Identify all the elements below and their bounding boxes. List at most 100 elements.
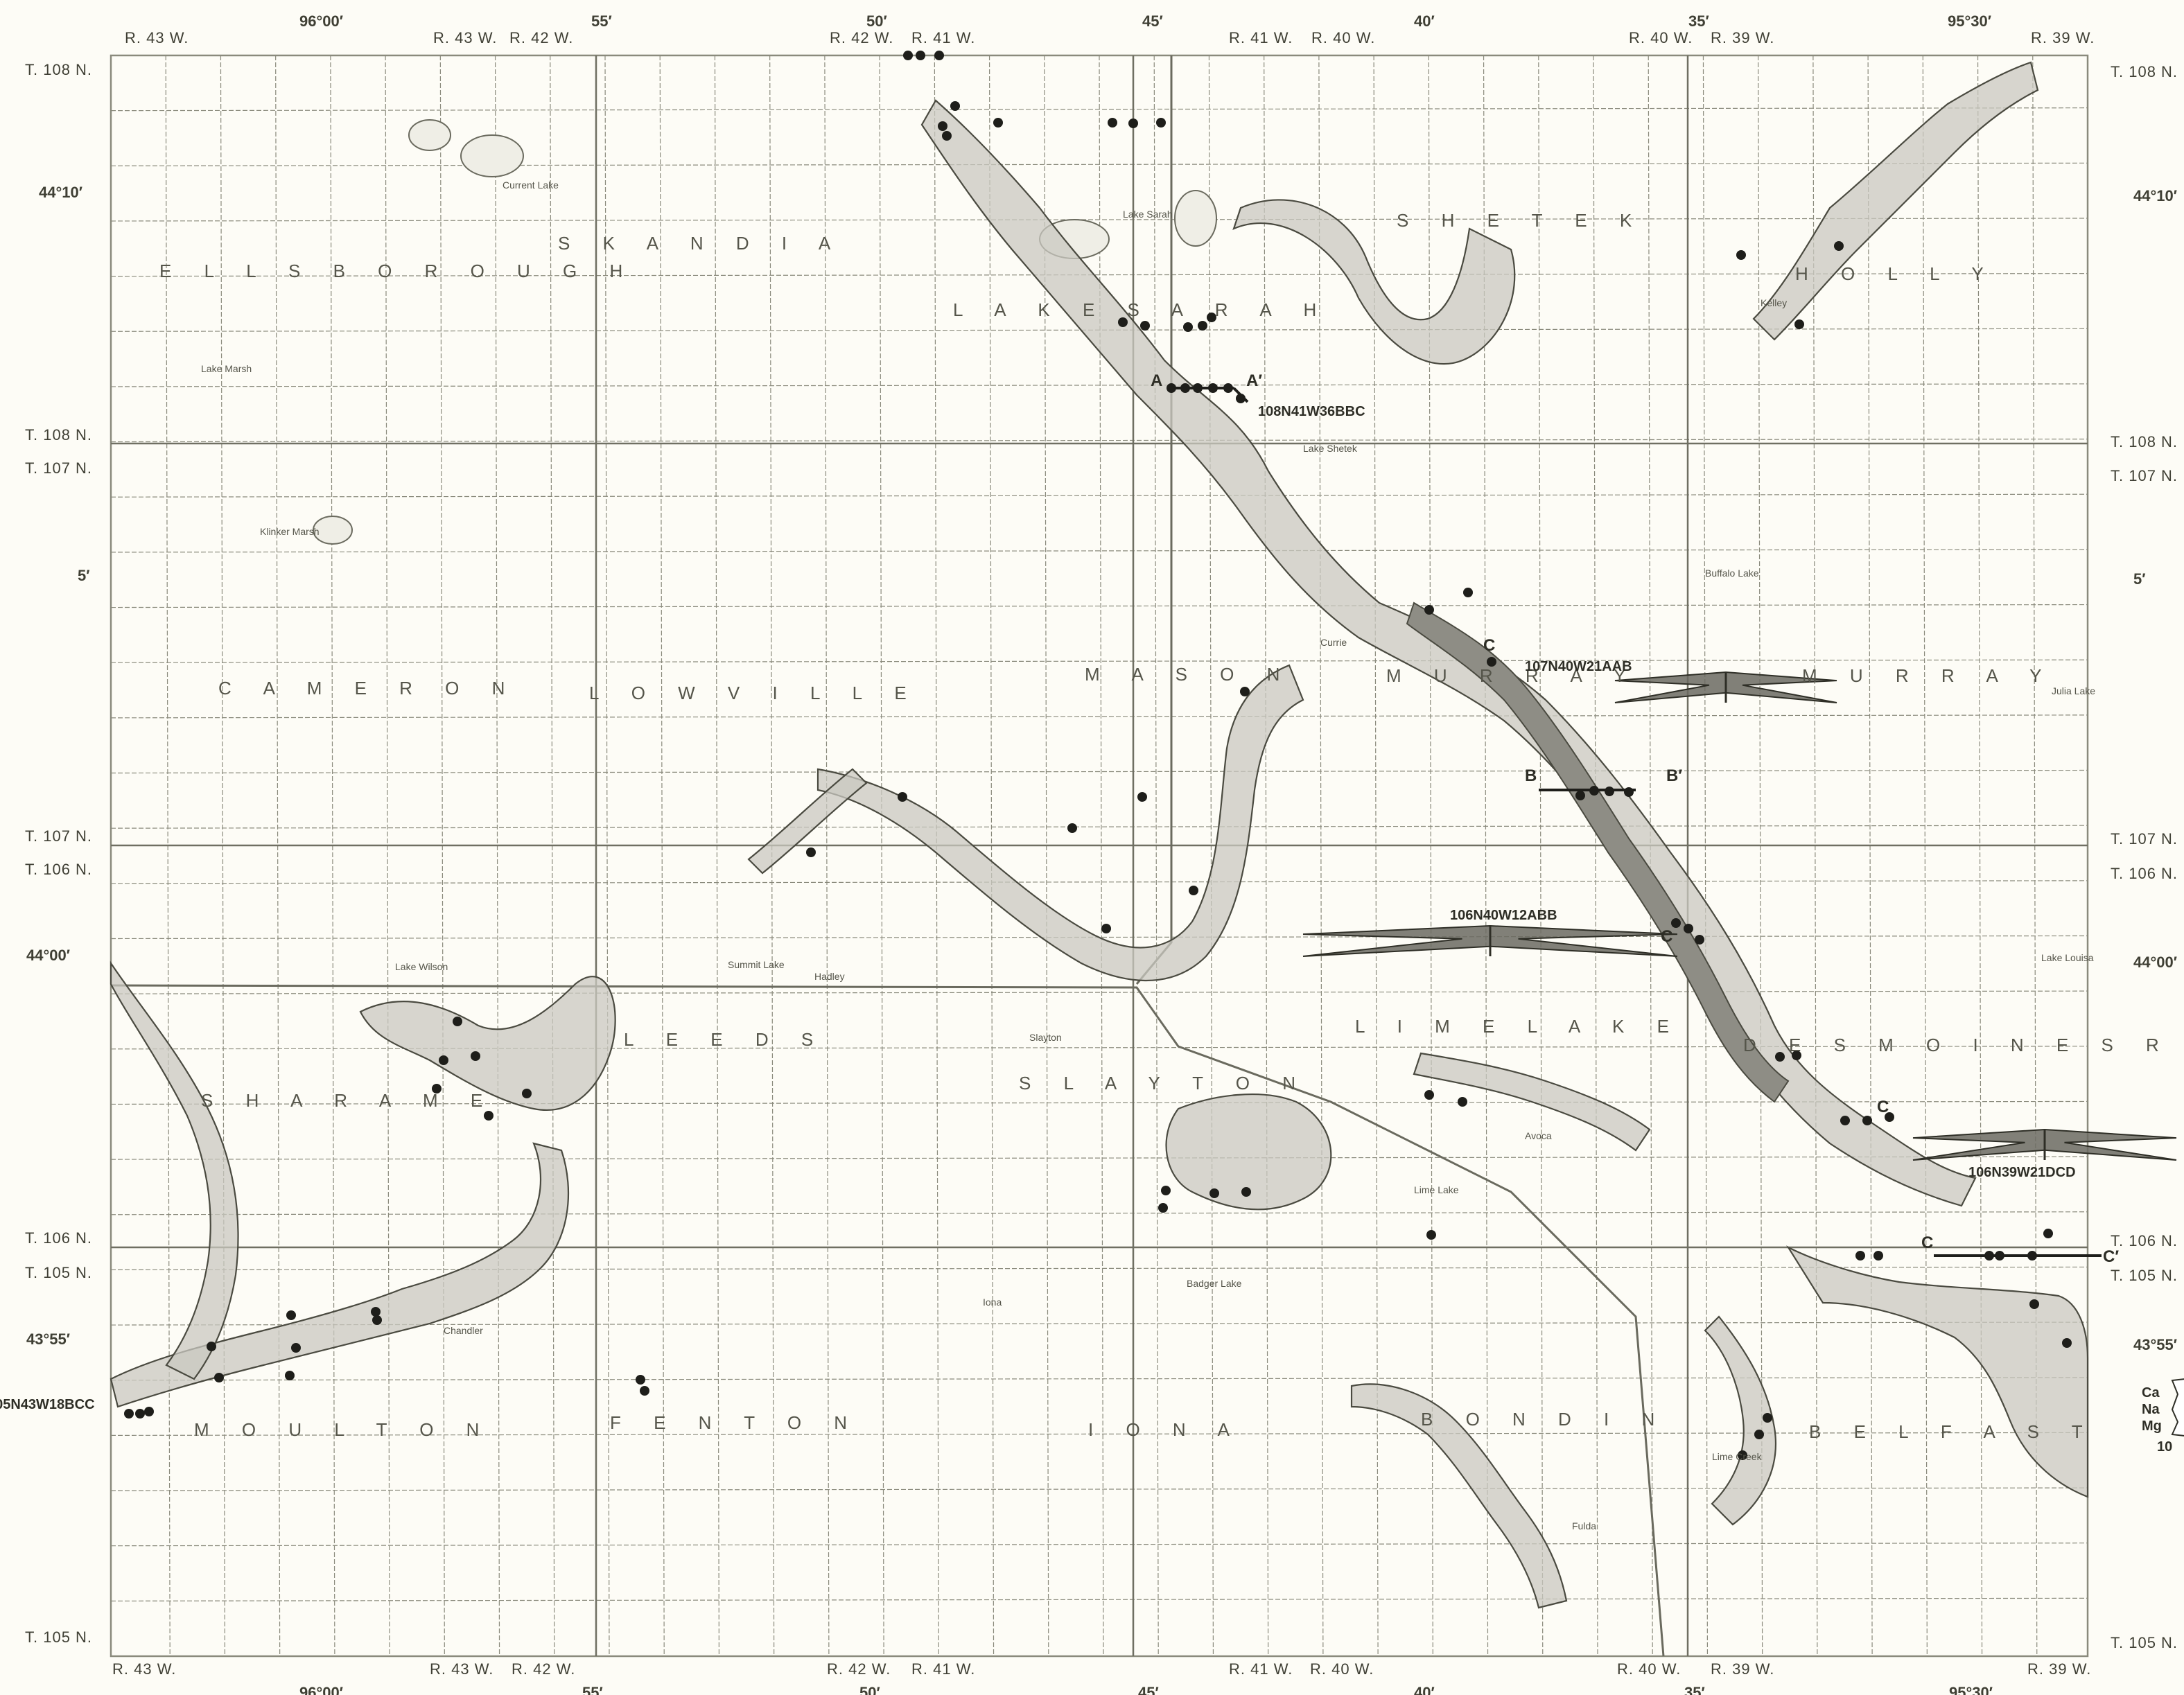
section-line	[110, 659, 2088, 663]
well-dot	[1855, 1251, 1865, 1261]
legend-stiff-template	[2171, 1378, 2184, 1437]
township-name: D E S M O I N E S R I V E R	[1743, 1035, 2184, 1055]
bottom-longitude-label: 40′	[1414, 1684, 1435, 1695]
well-dot	[432, 1084, 442, 1094]
place-name: Iona	[983, 1297, 1002, 1308]
section-line	[110, 1597, 2088, 1601]
well-dot	[898, 792, 907, 802]
well-dot	[1180, 383, 1190, 393]
bottom-longitude-label: 35′	[1684, 1684, 1705, 1695]
well-dot	[1067, 823, 1077, 833]
place-name: Lake Shetek	[1303, 443, 1357, 454]
well-dot	[1208, 383, 1218, 393]
section-line	[1922, 55, 1928, 1657]
right-township-label: T. 105 N.	[2111, 1267, 2178, 1284]
well-dot	[1873, 1251, 1883, 1261]
bottom-range-label: R. 41 W.	[1229, 1660, 1293, 1678]
top-range-label: R. 40 W.	[1311, 29, 1376, 46]
aquifer-boundary	[816, 664, 1304, 981]
township-name: S L A Y T O N	[1019, 1073, 1309, 1094]
place-name: Summit Lake	[728, 959, 785, 970]
left-township-label: T. 106 N.	[25, 861, 93, 878]
top-range-label: R. 41 W.	[911, 29, 976, 46]
aquifer-boundary	[1704, 1315, 1777, 1526]
section-line	[110, 162, 2088, 166]
section-line	[1593, 55, 1598, 1657]
well-dot	[371, 1307, 381, 1317]
place-name: Kelley	[1761, 297, 1788, 308]
right-latitude-label: 43°55′	[2133, 1336, 2178, 1353]
well-dot	[207, 1342, 216, 1351]
well-dot	[1463, 588, 1473, 597]
section-line	[110, 1211, 2088, 1215]
aquifer-boundary	[110, 1142, 570, 1408]
well-dot	[1161, 1186, 1171, 1195]
well-dot	[1424, 605, 1434, 615]
place-name: Lime Creek	[1712, 1451, 1762, 1462]
well-dot	[1840, 1116, 1850, 1125]
township-name: L E E D S	[624, 1029, 828, 1050]
township-name: M U R R A Y	[1386, 665, 1640, 686]
well-dot	[938, 121, 947, 131]
bottom-range-label: R. 39 W.	[2027, 1660, 2092, 1678]
top-range-label: R. 42 W.	[830, 29, 894, 46]
top-range-label: R. 39 W.	[1711, 29, 1775, 46]
well-dot	[2043, 1229, 2053, 1238]
well-dot	[1995, 1251, 2004, 1261]
bottom-range-label: R. 39 W.	[1711, 1660, 1775, 1678]
buried-channel	[1406, 601, 1790, 1103]
left-township-label: T. 105 N.	[25, 1264, 93, 1281]
bottom-range-label: R. 43 W.	[112, 1660, 177, 1678]
well-dot	[1487, 657, 1496, 667]
section-line	[165, 55, 171, 1657]
section-line	[110, 990, 2088, 994]
place-name: Avoca	[1525, 1130, 1552, 1141]
well-dot	[1671, 918, 1681, 928]
section-line	[110, 1156, 2088, 1160]
well-dot	[1128, 118, 1138, 128]
section-line	[385, 55, 390, 1657]
left-latitude-label: 43°55′	[26, 1330, 71, 1348]
well-dot	[636, 1375, 645, 1385]
right-township-label: T. 108 N.	[2111, 433, 2178, 450]
section-endpoint-label: A′	[1246, 371, 1263, 390]
top-longitude-label: 45′	[1142, 12, 1163, 30]
well-dot	[993, 118, 1003, 128]
section-line	[824, 55, 830, 1657]
well-dot	[1605, 787, 1614, 796]
right-latitude-label: 44°00′	[2133, 954, 2178, 971]
section-line	[1153, 55, 1159, 1657]
top-range-label: R. 42 W.	[509, 29, 574, 46]
well-dot	[1775, 1052, 1785, 1062]
section-line	[110, 218, 2088, 222]
well-dot	[1426, 1230, 1436, 1240]
top-range-label: R. 41 W.	[1229, 29, 1293, 46]
well-dot	[1738, 1450, 1747, 1460]
place-name: Klinker Marsh	[260, 526, 320, 537]
section-line	[110, 1377, 2088, 1381]
left-latitude-label: 5′	[78, 567, 90, 584]
well-dot	[286, 1310, 296, 1320]
well-dot	[806, 847, 816, 857]
lake-outline	[408, 119, 451, 151]
section-line	[110, 825, 2088, 829]
left-township-label: T. 106 N.	[25, 1229, 93, 1247]
well-dot	[2029, 1299, 2039, 1309]
aquifer-boundary	[1232, 199, 1516, 365]
well-dot	[135, 1409, 145, 1419]
right-latitude-label: 44°10′	[2133, 187, 2178, 204]
well-dot	[1183, 322, 1193, 332]
well-dot	[1424, 1090, 1434, 1100]
well-dot	[285, 1371, 295, 1380]
well-dot	[1156, 118, 1166, 128]
legend-item-label: Mg	[2142, 1419, 2162, 1434]
right-latitude-label: 5′	[2133, 570, 2146, 588]
aquifer-boundary	[1785, 1245, 2089, 1498]
well-dot	[1575, 791, 1585, 800]
section-line	[879, 55, 884, 1657]
well-dot	[1885, 1112, 1894, 1122]
well-dot	[916, 51, 925, 60]
well-dot	[942, 131, 952, 141]
